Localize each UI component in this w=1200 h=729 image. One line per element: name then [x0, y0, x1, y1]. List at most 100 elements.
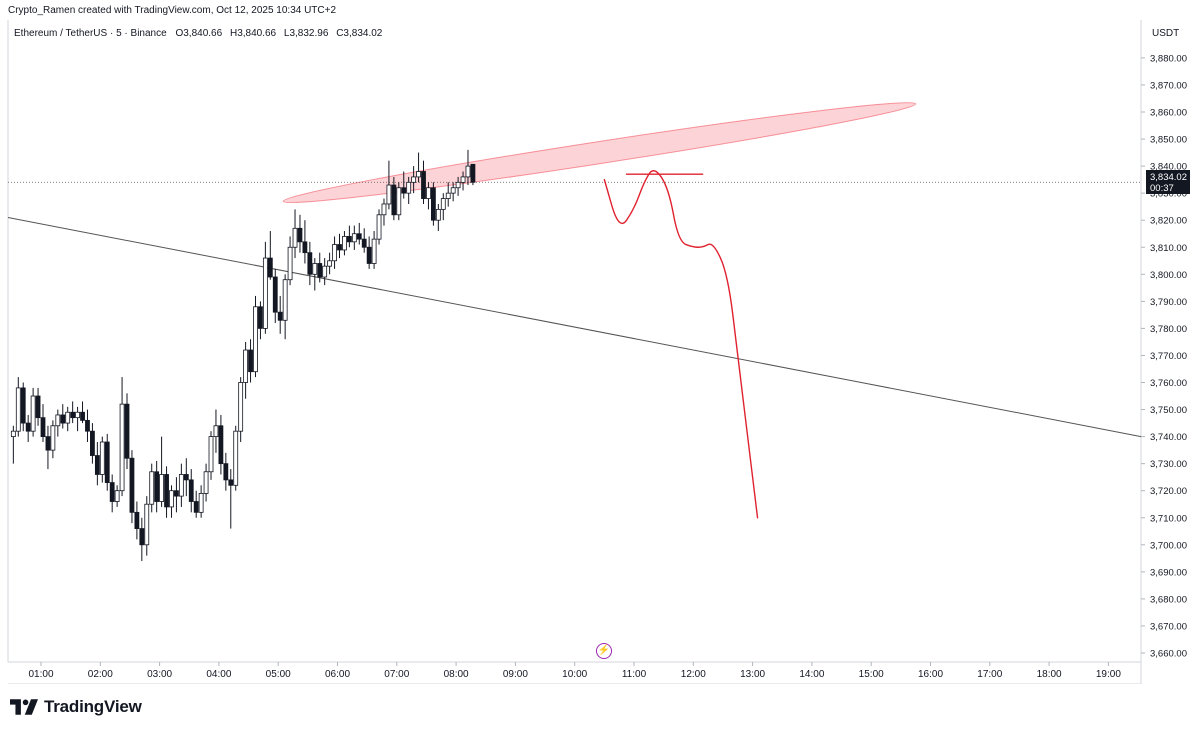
- candle-body-up: [435, 208, 441, 221]
- candle-body-down: [134, 511, 140, 529]
- candle: [188, 469, 194, 513]
- y-tick-label: 3,710.00: [1150, 513, 1187, 524]
- candle: [297, 214, 303, 253]
- y-tick-label: 3,860.00: [1150, 108, 1187, 119]
- candle-body-down: [302, 241, 308, 254]
- last-price-tag: 3,834.02 00:37: [1146, 170, 1190, 194]
- candle: [312, 258, 318, 291]
- candle-body-down: [356, 233, 362, 240]
- candle: [154, 460, 160, 513]
- candle-body-up: [144, 503, 150, 546]
- candle: [317, 252, 323, 283]
- tradingview-brand[interactable]: TradingView: [10, 697, 142, 717]
- candle-body-down: [20, 387, 26, 424]
- y-tick-label: 3,800.00: [1150, 270, 1187, 281]
- candle: [134, 501, 140, 540]
- candle: [267, 231, 273, 280]
- tradingview-logo-icon: [10, 699, 38, 715]
- candle: [460, 171, 466, 191]
- candle: [129, 450, 135, 524]
- candle-body-down: [164, 474, 169, 508]
- y-tick-label: 3,670.00: [1150, 621, 1187, 632]
- candle-body-up: [75, 411, 80, 419]
- x-tick-label: 16:00: [918, 669, 943, 680]
- candle-body-down: [248, 349, 253, 373]
- candle: [416, 152, 421, 183]
- y-tick-label: 3,730.00: [1150, 459, 1187, 470]
- candle-body-down: [188, 479, 194, 502]
- candle-body-up: [159, 474, 165, 502]
- candle-body-down: [109, 482, 115, 502]
- candle: [35, 387, 41, 426]
- candle: [243, 341, 249, 399]
- open-label: O: [175, 28, 184, 39]
- trend-line: [7, 217, 1142, 438]
- close-label: C: [336, 28, 344, 39]
- candle: [55, 409, 61, 437]
- candle-body-up: [99, 441, 105, 475]
- candle-body-down: [346, 236, 352, 243]
- candle-body-down: [337, 244, 342, 251]
- candle-body-down: [154, 471, 160, 502]
- candle-body-down: [129, 457, 135, 513]
- candle-body-down: [70, 411, 76, 419]
- y-tick-label: 3,740.00: [1150, 432, 1187, 443]
- candle-body-up: [445, 192, 451, 199]
- candles-layer: [10, 149, 476, 562]
- candle: [60, 404, 66, 429]
- candle: [109, 474, 115, 513]
- candle-body-down: [104, 441, 110, 483]
- candle-body-down: [223, 463, 229, 481]
- candle-body-down: [193, 501, 199, 513]
- y-tick-label: 3,690.00: [1150, 567, 1187, 578]
- candle-body-down: [267, 257, 273, 278]
- candle: [426, 182, 431, 210]
- lightning-icon[interactable]: ⚡: [596, 643, 612, 659]
- candle: [406, 176, 412, 204]
- candle-body-down: [297, 227, 303, 243]
- currency-label[interactable]: USDT: [1152, 28, 1180, 39]
- candle-body-up: [30, 395, 36, 432]
- candle: [20, 382, 26, 432]
- candle: [198, 485, 204, 518]
- candle-body-up: [411, 176, 417, 183]
- candle: [164, 466, 169, 518]
- candle: [104, 433, 110, 491]
- symbol-legend: Ethereum / TetherUS · 5 · Binance O3,840…: [14, 28, 387, 39]
- x-tick-label: 15:00: [859, 669, 884, 680]
- drawings-back-layer: [7, 102, 1142, 438]
- chart-frame[interactable]: 3,660.00 3,670.00 3,680.00 3,690.00 3,700.00…: [0, 20, 1200, 684]
- candle-body-up: [282, 279, 288, 321]
- candle-body-up: [233, 430, 239, 486]
- y-tick-label: 3,760.00: [1150, 378, 1187, 389]
- candle-body-up: [342, 236, 347, 251]
- candle-body-down: [391, 184, 397, 216]
- candle-body-up: [351, 233, 357, 243]
- candle: [169, 485, 174, 518]
- candle: [465, 149, 471, 186]
- candle: [80, 401, 85, 424]
- candle-body-up: [322, 265, 328, 278]
- candle: [445, 182, 451, 207]
- candle: [430, 182, 436, 226]
- candle: [248, 339, 253, 383]
- candle: [119, 377, 125, 497]
- candle: [327, 252, 333, 275]
- symbol-name[interactable]: Ethereum / TetherUS · 5 · Binance: [14, 28, 167, 39]
- candle: [351, 225, 357, 250]
- candle: [376, 209, 382, 245]
- candle: [292, 209, 298, 259]
- candle-body-down: [90, 430, 95, 456]
- candle-body-down: [401, 187, 407, 194]
- candle: [223, 452, 229, 491]
- candle-body-up: [460, 176, 466, 183]
- candlestick-chart[interactable]: 3,660.00 3,670.00 3,680.00 3,690.00 3,700.00…: [0, 20, 1200, 684]
- x-tick-label: 09:00: [503, 669, 528, 680]
- y-tick-label: 3,810.00: [1150, 243, 1187, 254]
- x-tick-label: 13:00: [740, 669, 765, 680]
- candle: [90, 423, 95, 464]
- candle: [282, 274, 288, 340]
- x-tick-label: 14:00: [799, 669, 824, 680]
- candle: [391, 176, 397, 221]
- candle: [228, 469, 234, 529]
